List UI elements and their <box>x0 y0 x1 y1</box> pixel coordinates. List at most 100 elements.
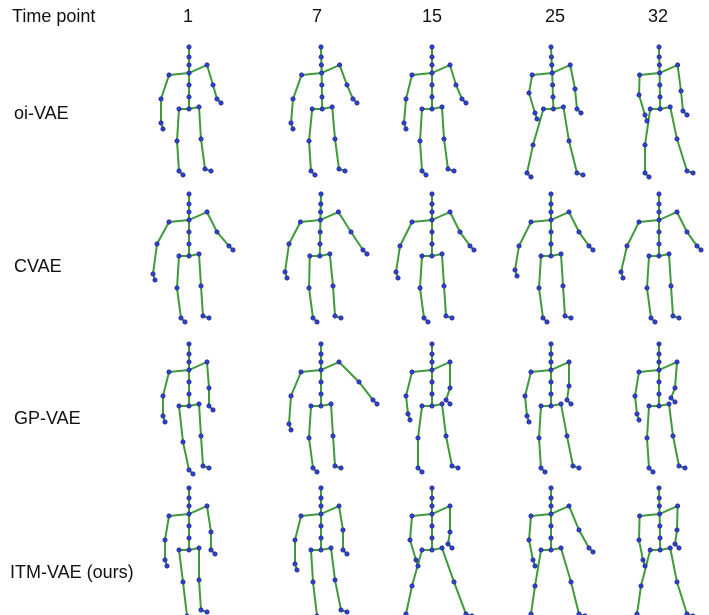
bone <box>200 285 204 317</box>
joint <box>415 563 421 569</box>
joint <box>528 369 534 375</box>
bone <box>568 505 580 531</box>
joint <box>344 609 350 615</box>
joint <box>166 219 172 225</box>
joint <box>429 82 435 88</box>
bone <box>620 245 628 273</box>
joint <box>317 229 323 235</box>
joint <box>548 229 554 235</box>
joint <box>624 243 630 249</box>
joint <box>445 166 451 172</box>
skeleton-oi-vae-t1 <box>158 44 224 178</box>
bone <box>300 369 322 373</box>
joint <box>348 229 354 235</box>
joint <box>656 44 662 50</box>
bone <box>328 253 334 287</box>
skeleton-cvae-t15 <box>393 191 477 325</box>
joint <box>558 545 564 551</box>
bone <box>409 515 413 541</box>
skeleton-cvae-t32 <box>618 191 704 325</box>
joint <box>318 54 324 60</box>
bone <box>634 371 640 397</box>
joint <box>328 401 334 407</box>
joint <box>640 557 646 563</box>
bone <box>674 361 678 389</box>
bone <box>206 505 212 533</box>
bone <box>411 72 433 76</box>
bone <box>560 547 572 583</box>
joint <box>317 253 323 259</box>
bone <box>514 245 520 271</box>
bone <box>528 74 534 94</box>
joint <box>429 70 435 76</box>
joint <box>429 54 435 60</box>
joint <box>327 251 333 257</box>
joint <box>548 44 554 50</box>
joint <box>419 253 425 259</box>
bone <box>574 88 578 110</box>
joint <box>564 397 570 403</box>
joint <box>340 547 346 553</box>
joint <box>528 513 534 519</box>
joint <box>310 465 316 471</box>
joint <box>186 403 192 409</box>
bone <box>160 74 170 100</box>
bone <box>198 403 202 437</box>
joint <box>648 315 654 321</box>
joint <box>532 563 538 569</box>
time-point-32: 32 <box>648 6 669 26</box>
joint <box>186 241 192 247</box>
joint <box>676 315 682 321</box>
bone <box>152 243 158 275</box>
bone <box>350 231 364 251</box>
joint <box>318 62 324 68</box>
joint <box>530 557 536 563</box>
joint <box>656 217 662 223</box>
joint <box>429 351 435 357</box>
joint <box>548 495 554 501</box>
joint <box>443 397 449 403</box>
joint <box>447 359 453 365</box>
joint <box>684 112 690 118</box>
joint <box>694 243 700 249</box>
row-label-oi-vae: oi-VAE <box>14 103 69 123</box>
bone <box>409 539 417 561</box>
joint <box>576 229 582 235</box>
joint <box>566 503 572 509</box>
joint <box>534 116 540 122</box>
bone <box>530 513 552 517</box>
joint <box>674 136 680 142</box>
joint <box>318 359 324 365</box>
joint <box>186 495 192 501</box>
joint <box>419 106 425 112</box>
joint <box>528 174 534 180</box>
joint <box>538 465 544 471</box>
skeleton-itm-vae-ours-t1 <box>162 485 218 615</box>
joint <box>318 535 324 541</box>
bone <box>431 361 451 371</box>
bone <box>672 435 680 467</box>
joint <box>690 170 696 176</box>
bone <box>550 505 570 515</box>
bone <box>300 72 323 76</box>
joint <box>186 217 192 223</box>
joint <box>656 359 662 365</box>
time-point-7: 7 <box>312 6 323 26</box>
joint <box>176 547 182 553</box>
joint <box>646 465 652 471</box>
bone <box>332 435 336 467</box>
bone <box>337 211 352 233</box>
joint <box>562 313 568 319</box>
joint <box>447 385 453 391</box>
joint <box>350 96 356 102</box>
joint <box>443 313 449 319</box>
joint <box>413 557 419 563</box>
joint <box>186 467 192 473</box>
joint <box>332 577 338 583</box>
joint <box>186 229 192 235</box>
joint <box>441 283 447 289</box>
bone <box>644 108 652 146</box>
bone <box>294 515 302 541</box>
joint <box>196 401 202 407</box>
joint <box>330 433 336 439</box>
